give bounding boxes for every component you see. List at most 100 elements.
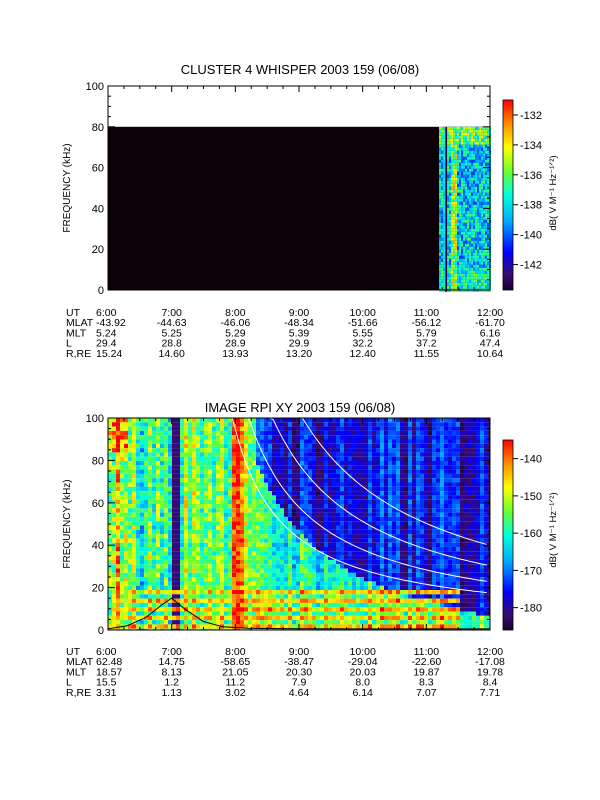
cluster-cell — [479, 147, 482, 151]
rpi-cell — [296, 559, 300, 565]
cluster-cell — [439, 126, 442, 130]
rpi-cell — [244, 504, 248, 509]
rpi-cell — [196, 534, 200, 539]
cluster-cell — [455, 162, 458, 166]
rpi-cell — [260, 559, 264, 565]
rpi-cell — [304, 516, 308, 522]
rpi-cell — [188, 521, 192, 526]
cluster-cell — [445, 159, 448, 163]
rpi-cell — [348, 534, 352, 539]
rpi-cell — [176, 611, 180, 616]
rpi-cell — [256, 499, 260, 504]
rpi-cell — [212, 452, 216, 457]
rpi-cell — [336, 456, 340, 461]
rpi-cell — [180, 590, 184, 595]
cluster-cell — [455, 243, 458, 247]
rpi-cell — [172, 555, 176, 560]
rpi-cell — [288, 628, 292, 630]
cluster-cell — [459, 234, 462, 238]
rpi-cell — [332, 555, 336, 560]
rpi-cell — [348, 443, 352, 449]
rpi-cell — [132, 529, 136, 535]
rpi-cell — [224, 504, 228, 509]
cluster-cell — [465, 180, 468, 184]
rpi-cell — [300, 568, 304, 573]
cluster-cell — [473, 273, 476, 277]
cluster-cell — [439, 225, 442, 229]
rpi-cell — [228, 491, 232, 496]
rpi-cell — [344, 551, 348, 556]
rpi-cell — [212, 443, 216, 449]
rpi-cell — [132, 624, 136, 629]
cluster-cell — [455, 234, 458, 238]
rpi-cell — [208, 620, 212, 625]
rpi-cell — [132, 486, 136, 492]
rpi-cell — [236, 491, 240, 496]
rpi-cell — [324, 564, 328, 569]
rpi-cell — [196, 452, 200, 457]
rpi-cell — [276, 473, 280, 479]
rpi-cell — [168, 448, 172, 453]
rpi-cell — [332, 456, 336, 461]
rpi-cell — [308, 628, 312, 630]
rpi-cell — [160, 430, 164, 436]
rpi-cell — [196, 624, 200, 629]
cluster-cell — [475, 198, 478, 202]
rpi-cell — [156, 491, 160, 496]
rpi-cell — [328, 512, 332, 517]
rpi-cell — [168, 559, 172, 565]
rpi-cell — [332, 430, 336, 436]
rpi-cell — [280, 581, 284, 586]
rpi-cell — [276, 628, 280, 630]
rpi-cell — [368, 534, 372, 539]
rpi-cell — [136, 482, 140, 487]
cluster-cell — [479, 198, 482, 202]
rpi-cell — [112, 529, 116, 535]
rpi-cell — [348, 551, 352, 556]
rpi-cell — [352, 486, 356, 492]
ephemeris-row-label: L — [66, 338, 72, 350]
rpi-cell — [304, 478, 308, 483]
rpi-cell — [300, 542, 304, 547]
cluster-cell — [447, 273, 450, 277]
cluster-cell — [445, 180, 448, 184]
rpi-cell — [240, 620, 244, 625]
cluster-cell — [447, 228, 450, 232]
rpi-cell — [152, 559, 156, 565]
rpi-cell — [360, 620, 364, 625]
rpi-cell — [228, 473, 232, 479]
rpi-cell — [272, 452, 276, 457]
rpi-cell — [308, 590, 312, 595]
rpi-cell — [156, 620, 160, 625]
rpi-cell — [272, 512, 276, 517]
cluster-cell — [467, 237, 470, 241]
rpi-cell — [240, 577, 244, 582]
rpi-cell — [152, 482, 156, 487]
rpi-cell — [140, 598, 144, 603]
rpi-cell — [248, 525, 252, 530]
rpi-cell — [156, 495, 160, 500]
rpi-cell — [340, 615, 344, 621]
rpi-cell — [232, 529, 236, 535]
rpi-cell — [368, 504, 372, 509]
cluster-cell — [445, 276, 448, 280]
rpi-cell — [232, 469, 236, 474]
rpi-cell — [252, 551, 256, 556]
rpi-cell — [292, 461, 296, 466]
rpi-cell — [260, 516, 264, 522]
rpi-cell — [148, 572, 152, 578]
cluster-cell — [479, 183, 482, 187]
cluster-cell — [449, 135, 452, 139]
rpi-cell — [172, 422, 176, 427]
rpi-cell — [164, 615, 168, 621]
rpi-cell — [156, 512, 160, 517]
cluster-cell — [473, 270, 476, 274]
rpi-cell — [180, 555, 184, 560]
cluster-cell — [473, 168, 476, 172]
cluster-cell — [447, 249, 450, 253]
rpi-cell — [148, 564, 152, 569]
cluster-cell — [477, 225, 480, 229]
rpi-cell — [228, 521, 232, 526]
cluster-cell — [463, 219, 466, 223]
cluster-cell — [455, 132, 458, 136]
